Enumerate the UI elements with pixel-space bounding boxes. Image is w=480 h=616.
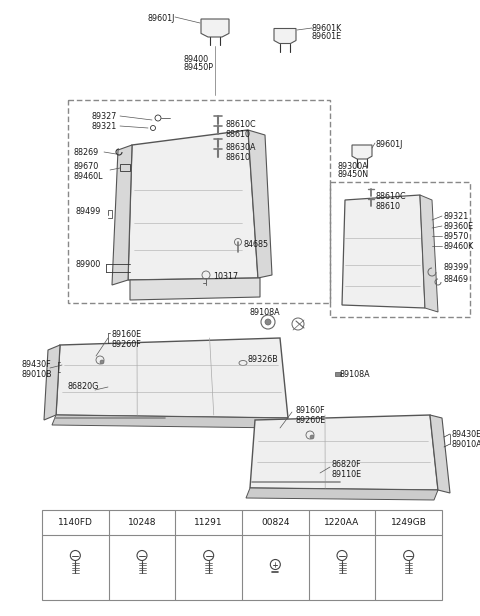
Polygon shape [246,488,438,500]
Polygon shape [128,130,258,280]
Text: 86820G: 86820G [68,382,99,391]
Text: 1220AA: 1220AA [324,518,360,527]
Text: 89570: 89570 [443,232,468,241]
Text: 89010B: 89010B [22,370,53,379]
Text: 00824: 00824 [261,518,289,527]
Bar [120,164,130,171]
Text: 89430F: 89430F [22,360,52,369]
Text: 89160F: 89160F [295,406,324,415]
Text: 88610C: 88610C [225,120,256,129]
Text: 89110E: 89110E [332,470,362,479]
Text: 86820F: 86820F [332,460,361,469]
Bar [335,372,341,376]
Text: 11291: 11291 [194,518,223,527]
Bar [68,100,330,303]
Text: 89300A: 89300A [337,162,368,171]
Text: 89160E: 89160E [112,330,142,339]
Text: 89460K: 89460K [443,242,473,251]
Text: 89260E: 89260E [295,416,325,425]
Text: 89450P: 89450P [183,63,213,72]
Text: 89108A: 89108A [250,308,281,317]
Text: 88610C: 88610C [376,192,407,201]
Polygon shape [201,19,229,37]
Text: 88469: 88469 [443,275,468,284]
Polygon shape [250,415,438,490]
Polygon shape [342,195,425,308]
Polygon shape [274,28,296,44]
Bar [42,510,442,600]
Polygon shape [420,195,438,312]
Text: 89399: 89399 [443,263,468,272]
Text: 89601J: 89601J [148,14,175,23]
Polygon shape [56,338,288,418]
Text: 89400: 89400 [183,55,208,64]
Text: 89601K: 89601K [312,24,342,33]
Polygon shape [130,278,260,300]
Text: 89900: 89900 [75,260,100,269]
Text: 89430E: 89430E [452,430,480,439]
Text: 89327: 89327 [92,112,118,121]
Text: 10248: 10248 [128,518,156,527]
Polygon shape [52,415,288,428]
Circle shape [310,435,314,439]
Polygon shape [352,145,372,159]
Polygon shape [112,145,132,285]
Text: 89108A: 89108A [340,370,371,379]
Text: 89360E: 89360E [443,222,473,231]
Text: 89460L: 89460L [74,172,104,181]
Text: 89010A: 89010A [452,440,480,449]
Text: 88610: 88610 [376,202,401,211]
Text: 1249GB: 1249GB [391,518,427,527]
Text: 89321: 89321 [92,122,117,131]
Text: 89260F: 89260F [112,340,142,349]
Polygon shape [430,415,450,493]
Text: 89450N: 89450N [337,170,368,179]
Text: 84685: 84685 [244,240,269,249]
Polygon shape [44,345,60,420]
Text: 89321: 89321 [443,212,468,221]
Text: 88610: 88610 [225,153,250,162]
Circle shape [265,319,271,325]
Bar [330,182,470,317]
Polygon shape [248,130,272,278]
Text: 89670: 89670 [74,162,99,171]
Circle shape [100,360,104,364]
Text: 89601J: 89601J [375,140,402,149]
Text: 89601E: 89601E [312,32,342,41]
Text: 89499: 89499 [75,207,100,216]
Text: 10317: 10317 [213,272,238,281]
Text: 1140FD: 1140FD [58,518,93,527]
Text: 89326B: 89326B [248,355,279,364]
Text: 88630A: 88630A [225,143,255,152]
Text: 88269: 88269 [74,148,99,157]
Text: 88610: 88610 [225,130,250,139]
